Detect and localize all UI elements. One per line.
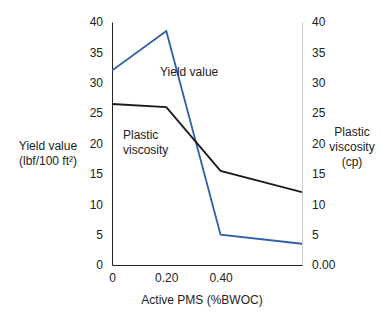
y2-axis-title: Plastic [334, 125, 369, 139]
tick-label: 15 [312, 167, 326, 181]
tick-label: 0.00 [312, 258, 336, 272]
tick-label: 40 [90, 15, 104, 29]
tick-label: 30 [90, 76, 104, 90]
tick-label: 35 [312, 46, 326, 60]
tick: 40 [302, 15, 326, 29]
x-axis-title: Active PMS (%BWOC) [141, 293, 262, 307]
tick: 0 [109, 265, 116, 285]
tick-label: 15 [90, 167, 104, 181]
y-axis: 0 5 10 15 20 25 30 35 40 [90, 15, 113, 272]
y2-axis-line [302, 23, 303, 266]
tick-label: 10 [90, 198, 104, 212]
y2-axis-title: (cp) [342, 155, 363, 169]
tick-label: 25 [90, 106, 104, 120]
tick-label: 5 [312, 228, 319, 242]
series-label: Plasticviscosity [123, 128, 168, 157]
tick-label: 0 [96, 258, 103, 272]
tick-label: 5 [96, 228, 103, 242]
tick-label: 20 [90, 137, 104, 151]
x-axis: 0 0.20 0.40 [109, 265, 302, 285]
tick: 15 [302, 167, 326, 181]
tick: 25 [90, 106, 112, 120]
tick-label: 40 [312, 15, 326, 29]
tick: 5 [302, 228, 319, 242]
y-axis-line [112, 23, 113, 266]
tick-label: 25 [312, 106, 326, 120]
y-axis-title: Yield value [19, 139, 78, 153]
tick: 30 [90, 76, 112, 90]
tick: 15 [90, 167, 112, 181]
tick: 10 [90, 198, 112, 212]
tick: 35 [302, 46, 326, 60]
tick-label: 0 [109, 271, 116, 285]
tick-label: 10 [312, 198, 326, 212]
plot-area [112, 31, 302, 244]
tick-label: 20 [312, 137, 326, 151]
tick: 35 [90, 46, 112, 60]
tick-label: 35 [90, 46, 104, 60]
tick: 0.20 [155, 265, 179, 285]
tick: 20 [90, 137, 112, 151]
tick: 20 [302, 137, 326, 151]
y-axis-title: (lbf/100 ft²) [19, 154, 77, 168]
x-axis-line [113, 265, 303, 266]
series-line [112, 104, 302, 192]
tick: 30 [302, 76, 326, 90]
chart: 0 0.20 0.40 0 5 10 15 20 25 30 35 40 0.00 5 10 15 20 25 30… [0, 0, 381, 323]
tick: 5 [96, 228, 112, 242]
tick: 25 [302, 106, 326, 120]
tick: 10 [302, 198, 326, 212]
tick: 0.00 [302, 258, 336, 272]
tick: 40 [90, 15, 112, 29]
tick-label: 0.40 [209, 271, 233, 285]
tick: 0 [96, 258, 112, 272]
y2-axis-title: viscosity [329, 140, 374, 154]
series-line [112, 31, 302, 244]
series-label: Yield value [160, 65, 219, 79]
tick-label: 0.20 [155, 271, 179, 285]
tick-label: 30 [312, 76, 326, 90]
tick: 0.40 [209, 265, 233, 285]
